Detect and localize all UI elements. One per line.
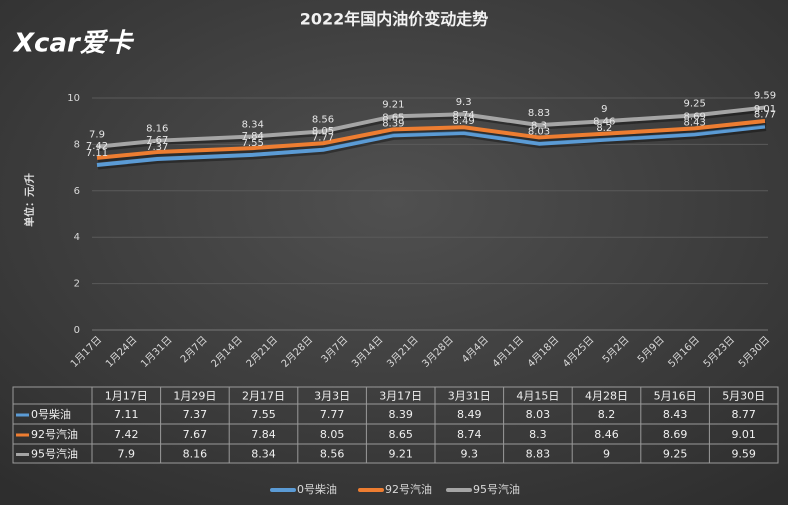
data-label: 9.3 bbox=[456, 97, 472, 108]
table-header: 4月28日 bbox=[585, 390, 628, 403]
table-cell: 7.37 bbox=[183, 408, 208, 421]
table-row-label: 0号柴油 bbox=[31, 407, 71, 421]
table-header: 3月31日 bbox=[448, 390, 491, 403]
data-label: 8.39 bbox=[382, 118, 404, 129]
table-cell: 7.84 bbox=[251, 428, 276, 441]
table-cell: 9.59 bbox=[731, 448, 756, 461]
table-cell: 7.11 bbox=[114, 408, 139, 421]
data-label: 8.74 bbox=[453, 110, 475, 121]
table-cell: 8.34 bbox=[251, 448, 276, 461]
table-cell: 9.21 bbox=[388, 448, 413, 461]
data-label: 7.9 bbox=[89, 130, 105, 141]
table-cell: 8.83 bbox=[526, 448, 551, 461]
table-cell: 8.69 bbox=[663, 428, 688, 441]
table-cell: 9 bbox=[603, 448, 610, 461]
chart-title: 2022年国内油价变动走势 bbox=[300, 10, 489, 29]
table-cell: 8.56 bbox=[320, 448, 345, 461]
legend-label: 0号柴油 bbox=[297, 482, 337, 496]
table-cell: 7.9 bbox=[118, 448, 136, 461]
series-line bbox=[96, 124, 766, 168]
table-cell: 8.16 bbox=[183, 448, 208, 461]
data-label: 8.83 bbox=[528, 108, 550, 119]
table-header: 2月17日 bbox=[242, 390, 285, 403]
y-tick-label: 6 bbox=[74, 186, 80, 197]
table-cell: 8.49 bbox=[457, 408, 482, 421]
data-label: 8.56 bbox=[312, 114, 334, 125]
y-tick-label: 8 bbox=[74, 139, 80, 150]
table-cell: 8.3 bbox=[529, 428, 547, 441]
table-cell: 7.42 bbox=[114, 428, 139, 441]
data-label: 7.42 bbox=[86, 141, 108, 152]
data-label: 8.05 bbox=[312, 126, 334, 137]
table-cell: 7.77 bbox=[320, 408, 345, 421]
series-line bbox=[96, 118, 766, 160]
data-label: 7.55 bbox=[242, 138, 264, 149]
data-label: 7.67 bbox=[146, 135, 168, 146]
table-header: 1月29日 bbox=[173, 390, 216, 403]
data-label: 8.2 bbox=[596, 123, 612, 134]
table-header: 3月17日 bbox=[379, 390, 422, 403]
data-label: 7.77 bbox=[312, 133, 334, 144]
table-header: 1月17日 bbox=[105, 390, 148, 403]
table-cell: 8.03 bbox=[526, 408, 551, 421]
table-cell: 8.77 bbox=[731, 408, 756, 421]
table-cell: 8.74 bbox=[457, 428, 482, 441]
table-cell: 8.46 bbox=[594, 428, 619, 441]
data-label: 7.84 bbox=[242, 131, 264, 142]
table-row-label: 95号汽油 bbox=[31, 447, 78, 461]
data-label: 8.3 bbox=[531, 120, 547, 131]
series-line bbox=[96, 105, 766, 149]
series-line-shadow bbox=[97, 107, 767, 152]
y-tick-label: 10 bbox=[67, 93, 80, 104]
data-label: 8.34 bbox=[242, 120, 264, 131]
logo: Xcar爱卡 bbox=[12, 29, 135, 59]
y-tick-label: 0 bbox=[74, 325, 80, 336]
data-label: 7.37 bbox=[146, 142, 168, 153]
data-label: 8.43 bbox=[684, 117, 706, 128]
data-label: 8.16 bbox=[146, 124, 168, 135]
data-label: 9.21 bbox=[382, 99, 404, 110]
table-cell: 7.55 bbox=[251, 408, 276, 421]
table-row-label: 92号汽油 bbox=[31, 427, 78, 441]
data-label: 8.03 bbox=[528, 127, 550, 138]
table-cell: 8.65 bbox=[388, 428, 413, 441]
data-label: 9.59 bbox=[754, 91, 776, 102]
table-cell: 8.39 bbox=[388, 408, 413, 421]
table-header: 4月15日 bbox=[516, 390, 559, 403]
data-label: 8.65 bbox=[382, 112, 404, 123]
series-line-shadow bbox=[97, 120, 767, 163]
table-header: 5月30日 bbox=[722, 390, 765, 403]
data-label: 8.69 bbox=[684, 111, 706, 122]
table-cell: 9.25 bbox=[663, 448, 688, 461]
y-tick-label: 4 bbox=[74, 232, 80, 243]
y-tick-label: 2 bbox=[74, 279, 80, 290]
data-label: 9.01 bbox=[754, 104, 776, 115]
legend-label: 95号汽油 bbox=[473, 482, 520, 496]
table-header: 3月3日 bbox=[314, 390, 350, 403]
table-cell: 8.2 bbox=[598, 408, 616, 421]
data-label: 7.11 bbox=[86, 148, 108, 159]
data-label: 8.77 bbox=[754, 110, 776, 121]
table-cell: 8.05 bbox=[320, 428, 345, 441]
data-label: 9 bbox=[601, 104, 607, 115]
table-cell: 7.67 bbox=[183, 428, 208, 441]
series-line-shadow bbox=[97, 126, 767, 170]
y-axis-label: 单位：元/升 bbox=[23, 173, 36, 227]
table-cell: 8.43 bbox=[663, 408, 688, 421]
legend-label: 92号汽油 bbox=[385, 482, 432, 496]
data-label: 9.25 bbox=[684, 98, 706, 109]
table-header: 5月16日 bbox=[654, 390, 697, 403]
table-cell: 9.01 bbox=[731, 428, 756, 441]
data-label: 8.49 bbox=[453, 116, 475, 127]
data-label: 8.46 bbox=[593, 117, 615, 128]
table-cell: 9.3 bbox=[461, 448, 479, 461]
